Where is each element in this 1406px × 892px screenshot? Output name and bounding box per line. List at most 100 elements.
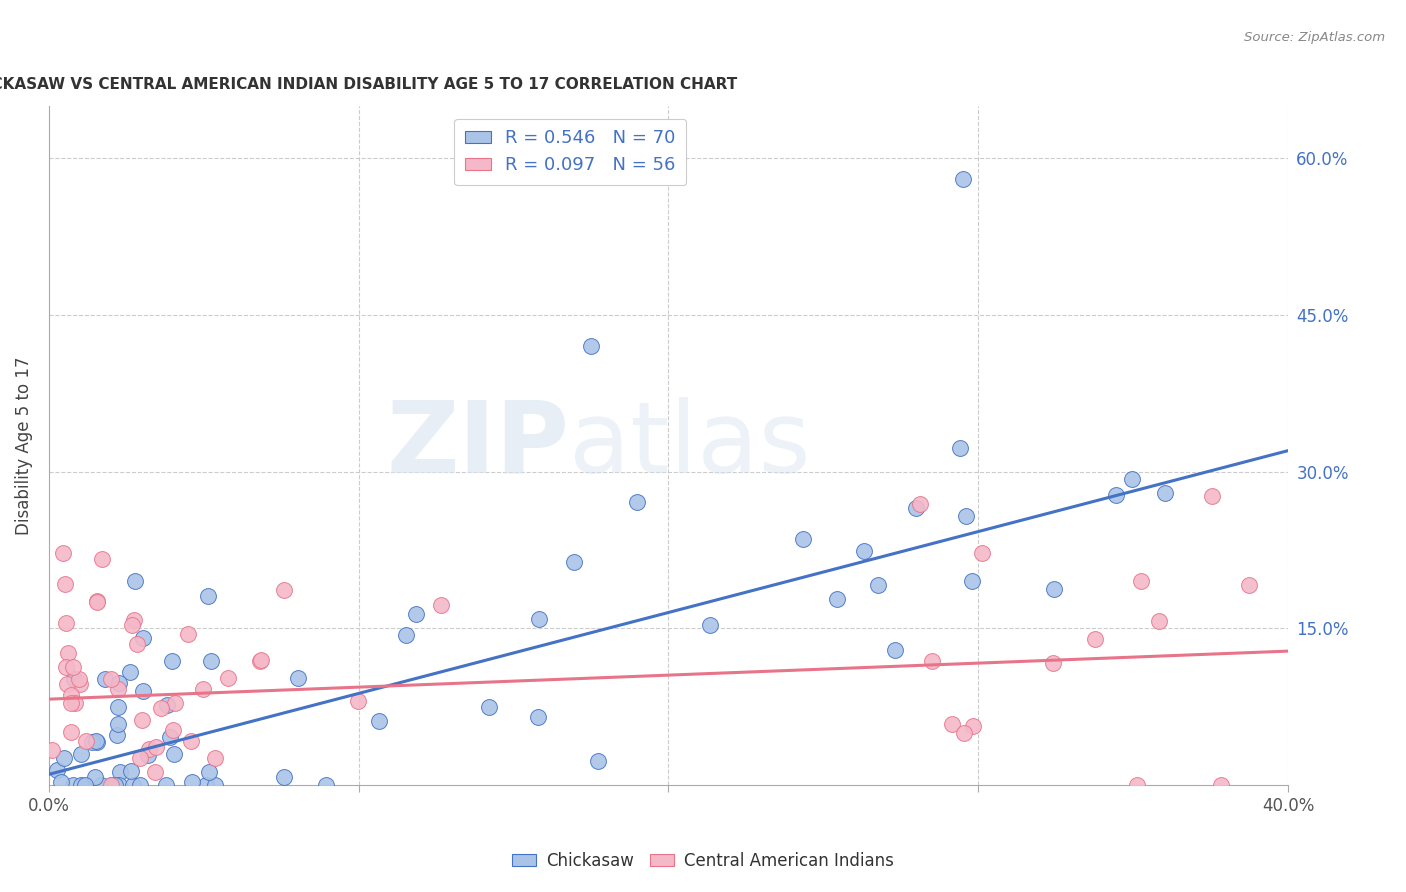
Point [430, 598, 453, 612]
Point [132, 631, 155, 645]
Point [883, 643, 905, 657]
Point [132, 684, 155, 698]
Point [1042, 656, 1064, 670]
Point [626, 495, 648, 509]
Point [586, 754, 609, 768]
Point [53, 751, 76, 765]
Point [41, 743, 63, 757]
Point [1129, 574, 1152, 589]
Point [197, 589, 219, 603]
Point [120, 665, 142, 679]
Point [121, 618, 143, 632]
Point [1201, 489, 1223, 503]
Point [53, 577, 76, 591]
Point [699, 618, 721, 632]
Point [127, 637, 149, 651]
Point [905, 501, 928, 516]
Point [138, 742, 160, 756]
Point [204, 751, 226, 765]
Point [120, 764, 142, 779]
Point [1042, 582, 1064, 597]
Point [197, 765, 219, 780]
Point [1084, 632, 1107, 646]
Point [84, 734, 107, 748]
Point [579, 339, 602, 353]
Point [181, 775, 204, 789]
Y-axis label: Disability Age 5 to 17: Disability Age 5 to 17 [15, 356, 32, 534]
Point [825, 591, 848, 606]
Point [49, 775, 72, 789]
Point [90, 551, 112, 566]
Point [910, 497, 932, 511]
Point [193, 681, 215, 696]
Point [62, 778, 84, 792]
Point [1126, 778, 1149, 792]
Point [395, 628, 418, 642]
Point [287, 671, 309, 685]
Point [217, 671, 239, 685]
Point [67, 672, 90, 686]
Point [405, 607, 427, 621]
Point [93, 672, 115, 686]
Point [1105, 488, 1128, 502]
Point [1153, 486, 1175, 500]
Point [853, 544, 876, 558]
Point [949, 441, 972, 455]
Point [953, 725, 976, 739]
Point [562, 555, 585, 569]
Point [792, 532, 814, 546]
Point [86, 735, 108, 749]
Point [105, 728, 128, 742]
Point [122, 778, 145, 792]
Point [163, 747, 186, 761]
Point [84, 770, 107, 784]
Point [1147, 614, 1170, 628]
Point [124, 574, 146, 588]
Point [108, 675, 131, 690]
Point [60, 696, 83, 710]
Point [145, 765, 167, 780]
Point [972, 546, 994, 560]
Point [55, 677, 77, 691]
Point [177, 627, 200, 641]
Point [866, 578, 889, 592]
Point [163, 696, 186, 710]
Point [104, 778, 127, 792]
Point [86, 593, 108, 607]
Text: CHICKASAW VS CENTRAL AMERICAN INDIAN DISABILITY AGE 5 TO 17 CORRELATION CHART: CHICKASAW VS CENTRAL AMERICAN INDIAN DIS… [0, 78, 738, 93]
Point [955, 509, 977, 524]
Point [90, 778, 112, 792]
Point [136, 747, 159, 762]
Point [527, 612, 550, 626]
Point [58, 646, 80, 660]
Point [107, 682, 129, 697]
Point [101, 778, 124, 792]
Point [527, 710, 550, 724]
Point [45, 763, 67, 777]
Point [921, 654, 943, 668]
Point [73, 778, 96, 792]
Point [59, 688, 82, 702]
Point [107, 700, 129, 714]
Point [75, 734, 97, 748]
Point [108, 778, 131, 792]
Point [63, 696, 86, 710]
Legend: Chickasaw, Central American Indians: Chickasaw, Central American Indians [506, 846, 900, 877]
Point [107, 717, 129, 731]
Point [100, 673, 122, 687]
Point [1239, 578, 1261, 592]
Point [960, 574, 983, 588]
Point [162, 654, 184, 668]
Legend: R = 0.546   N = 70, R = 0.097   N = 56: R = 0.546 N = 70, R = 0.097 N = 56 [454, 119, 686, 186]
Point [80, 735, 103, 749]
Point [159, 730, 181, 744]
Point [150, 700, 173, 714]
Point [129, 751, 152, 765]
Point [273, 583, 295, 598]
Point [155, 698, 177, 712]
Point [155, 778, 177, 792]
Point [200, 654, 222, 668]
Point [62, 660, 84, 674]
Point [110, 765, 132, 780]
Point [52, 546, 75, 560]
